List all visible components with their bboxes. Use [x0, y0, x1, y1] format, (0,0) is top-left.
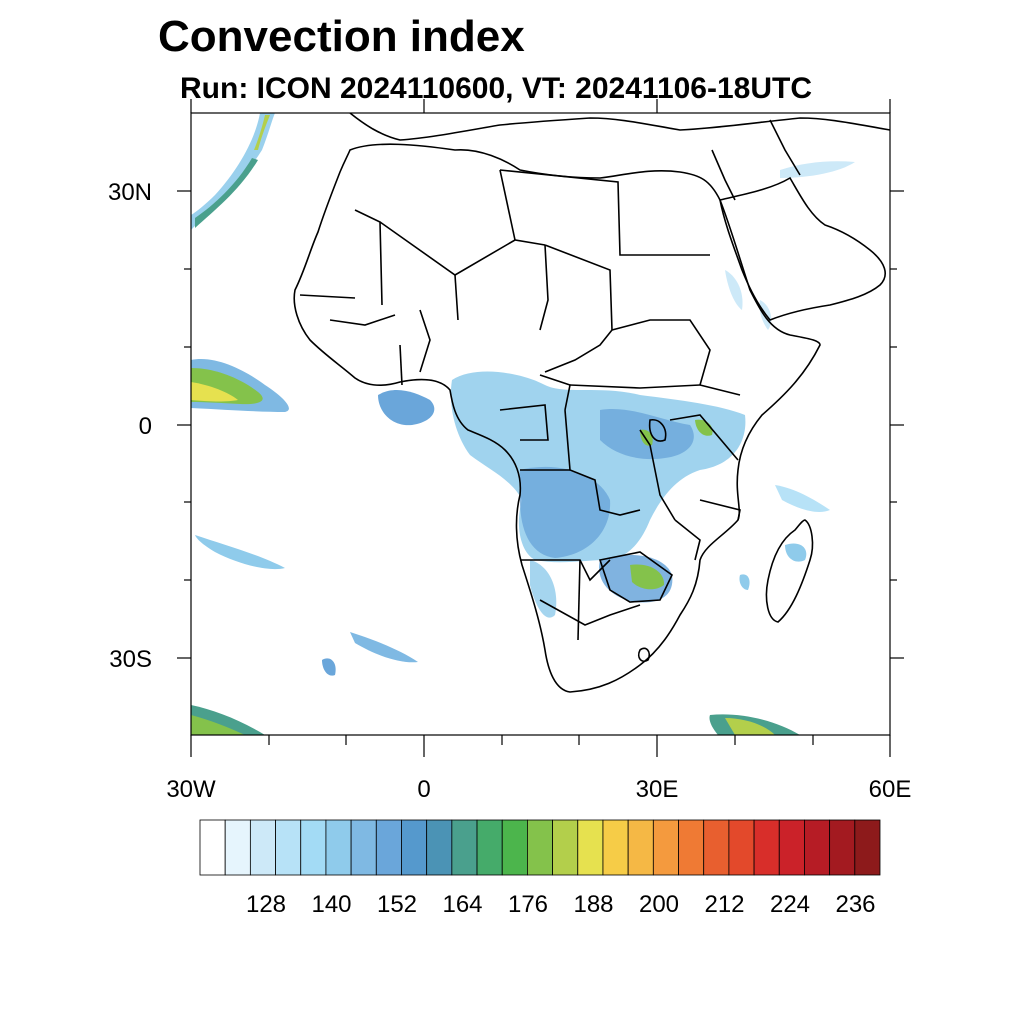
colorbar-swatch [501, 819, 528, 876]
colorbar-label: 176 [508, 891, 548, 918]
colorbar-swatch [199, 819, 226, 876]
colorbar-swatch [728, 819, 755, 876]
colorbar-swatch [375, 819, 402, 876]
lat-label-0: 0 [139, 413, 152, 440]
convection-shading [191, 113, 855, 735]
colorbar-swatch [451, 819, 478, 876]
colorbar-swatch [602, 819, 629, 876]
colorbar-label: 128 [246, 891, 286, 918]
colorbar-swatch [753, 819, 780, 876]
colorbar-swatch [778, 819, 805, 876]
colorbar-label: 164 [442, 891, 482, 918]
colorbar-swatch [627, 819, 654, 876]
colorbar-label: 236 [835, 891, 875, 918]
axis-ticks [177, 99, 904, 757]
colorbar-swatch [678, 819, 705, 876]
lat-label-30n: 30N [108, 179, 152, 206]
colorbar-swatch [854, 819, 881, 876]
colorbar-label: 212 [704, 891, 744, 918]
lon-label-30w: 30W [166, 776, 216, 803]
colorbar-label: 188 [573, 891, 613, 918]
lat-label-30s: 30S [109, 646, 152, 673]
lon-label-30e: 30E [636, 776, 679, 803]
colorbar-label: 152 [377, 891, 417, 918]
colorbar-swatch [829, 819, 856, 876]
colorbar-labels: 128 140 152 164 176 188 200 212 224 236 [246, 891, 876, 918]
colorbar-swatch [275, 819, 302, 876]
colorbar-swatch [577, 819, 604, 876]
plot-frame [190, 112, 891, 736]
colorbar-swatch [224, 819, 251, 876]
colorbar-swatch [476, 819, 503, 876]
colorbar-label: 200 [639, 891, 679, 918]
colorbar-label: 224 [770, 891, 810, 918]
colorbar-swatch [325, 819, 352, 876]
coastlines [293, 113, 890, 693]
colorbar-swatch [401, 819, 428, 876]
colorbar-swatch [300, 819, 327, 876]
colorbar-label: 140 [311, 891, 351, 918]
lon-label-0: 0 [417, 776, 430, 803]
colorbar-swatch [527, 819, 553, 876]
colorbar-swatch [552, 819, 579, 876]
chart-subtitle: Run: ICON 2024110600, VT: 20241106-18UTC [180, 72, 813, 105]
colorbar-swatch [249, 819, 276, 876]
colorbar-swatch [350, 819, 377, 876]
colorbar-swatch [426, 819, 453, 876]
colorbar [199, 819, 881, 876]
chart-title: Convection index [158, 12, 525, 61]
colorbar-swatch [804, 819, 831, 876]
colorbar-swatch [703, 819, 730, 876]
lon-label-60e: 60E [869, 776, 912, 803]
colorbar-swatch [652, 819, 679, 876]
